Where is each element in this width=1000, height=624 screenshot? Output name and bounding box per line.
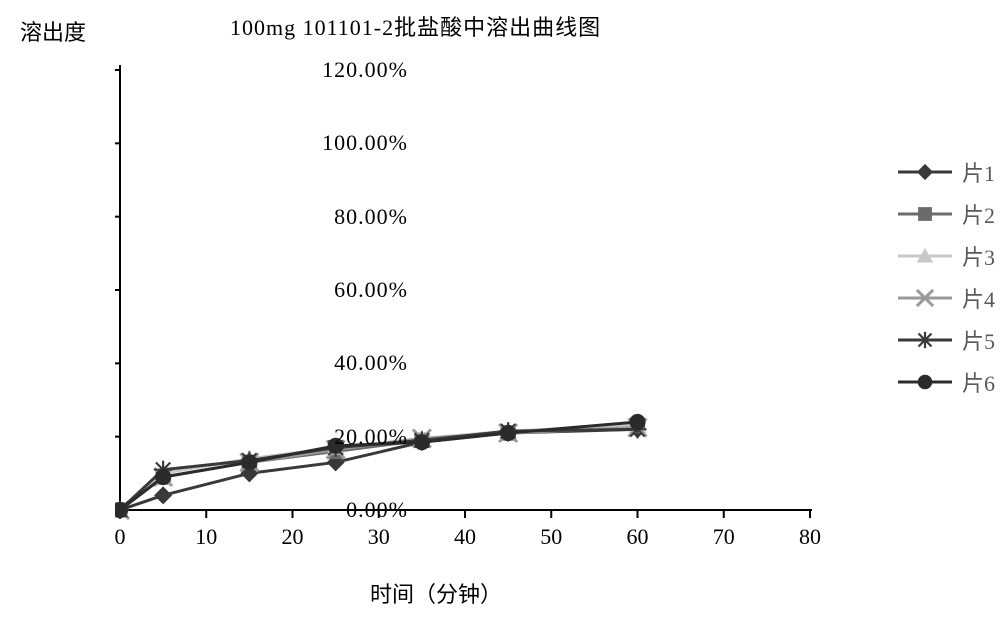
y-tick-label: 60.00% <box>334 277 408 303</box>
legend-item: 片5 <box>896 325 995 355</box>
legend-label: 片3 <box>962 240 995 272</box>
x-axis-label: 时间（分钟） <box>370 577 502 609</box>
x-tick-label: 0 <box>115 524 126 550</box>
chart-container: 100mg 101101-2批盐酸中溶出曲线图 溶出度 时间（分钟） 片1片2片… <box>0 0 1000 624</box>
legend-label: 片4 <box>962 282 995 314</box>
legend-item: 片2 <box>896 199 995 229</box>
legend-label: 片5 <box>962 324 995 356</box>
y-axis-label: 溶出度 <box>20 15 86 47</box>
x-tick-label: 10 <box>195 524 217 550</box>
legend-item: 片1 <box>896 157 995 187</box>
x-tick-label: 30 <box>368 524 390 550</box>
legend-label: 片6 <box>962 366 995 398</box>
x-tick-label: 50 <box>540 524 562 550</box>
legend: 片1 片2 片3 片4 片5 片6 <box>896 145 995 409</box>
x-tick-label: 70 <box>713 524 735 550</box>
y-tick-label: 40.00% <box>334 350 408 376</box>
y-tick-label: 120.00% <box>322 57 408 83</box>
legend-item: 片6 <box>896 367 995 397</box>
x-tick-label: 60 <box>627 524 649 550</box>
legend-item: 片4 <box>896 283 995 313</box>
x-tick-label: 20 <box>282 524 304 550</box>
chart-title: 100mg 101101-2批盐酸中溶出曲线图 <box>230 10 601 42</box>
x-tick-label: 40 <box>454 524 476 550</box>
y-tick-label: 20.00% <box>334 424 408 450</box>
y-tick-label: 0.00% <box>346 497 408 523</box>
y-tick-label: 100.00% <box>322 130 408 156</box>
legend-label: 片1 <box>962 156 995 188</box>
x-tick-label: 80 <box>799 524 821 550</box>
legend-item: 片3 <box>896 241 995 271</box>
chart-plot <box>115 60 815 530</box>
y-tick-label: 80.00% <box>334 204 408 230</box>
legend-label: 片2 <box>962 198 995 230</box>
